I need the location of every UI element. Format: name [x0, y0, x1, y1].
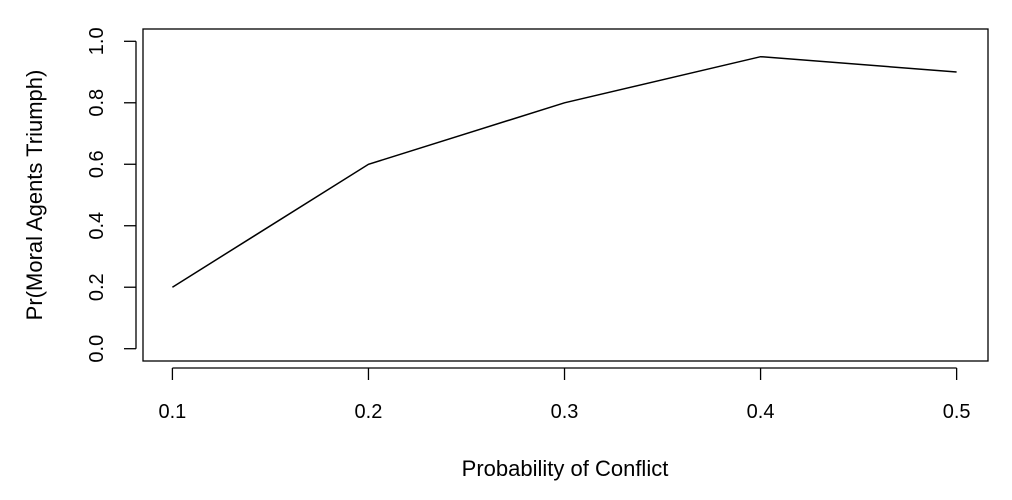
series-line [172, 55, 957, 288]
y-tick-label: 0.6 [86, 150, 108, 178]
plot-area-frame [142, 28, 989, 362]
x-axis-title: Probability of Conflict [462, 456, 669, 481]
y-tick-label: 0.2 [86, 273, 108, 301]
y-axis-title: Pr(Moral Agents Triumph) [22, 70, 47, 321]
y-axis: 0.0 0.2 0.4 0.6 0.8 1.0 [86, 27, 137, 363]
y-tick-label: 0.4 [86, 212, 108, 240]
y-tick-label: 0.0 [86, 335, 108, 363]
x-tick-label: 0.2 [355, 401, 383, 423]
y-tick-label: 1.0 [86, 27, 108, 55]
x-tick-label: 0.5 [943, 401, 971, 423]
y-tick-label: 0.8 [86, 89, 108, 117]
x-tick-label: 0.3 [551, 401, 579, 423]
x-tick-label: 0.4 [747, 401, 775, 423]
x-axis: 0.1 0.2 0.3 0.4 0.5 [159, 367, 971, 423]
x-tick-label: 0.1 [159, 401, 187, 423]
